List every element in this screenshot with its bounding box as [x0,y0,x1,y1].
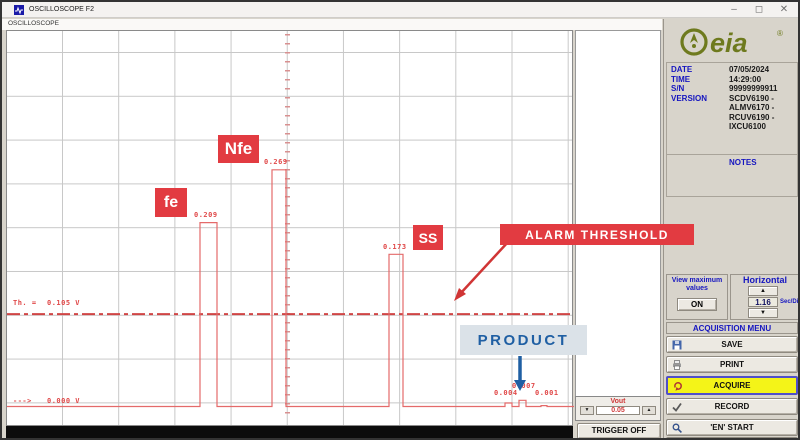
product-value-1: 0.004 [494,389,518,397]
version-value-1: SCDV6190 - [729,93,774,103]
magnifier-icon [672,423,682,433]
print-button[interactable]: PRINT [666,356,798,373]
close-button[interactable]: ✕ [779,4,789,15]
trigger-off-button[interactable]: TRIGGER OFF [577,423,661,438]
version-value-2: ALMV6170 - [729,103,775,112]
baseline-arrow: ---> [13,397,32,405]
maximize-button[interactable]: ◻ [754,4,764,15]
product-arrow-icon [514,356,526,391]
version-value-3: RCUV6190 - [729,112,775,122]
window-title: OSCILLOSCOPE F2 [29,6,94,13]
device-info-panel: DATE 07/05/2024 TIME 14:29:00 S/N 999999999… [666,62,798,155]
version-value-4: IXCU6100 [729,122,766,131]
tab-bar: OSCILLOSCOPE [2,19,662,30]
time-label: TIME [671,74,691,84]
app-icon [14,5,24,15]
vout-decrement-button[interactable]: ▼ [580,406,594,415]
save-icon [672,340,682,350]
version-label: VERSION [671,93,708,103]
view-max-on-button[interactable]: ON [677,298,717,311]
logo-registered-mark: ® [777,29,783,38]
acquisition-menu-header: ACQUISITION MENU [666,322,798,334]
horizontal-control: Horizontal ▲ 1.16 Sec/Div ▼ [730,274,800,320]
product-banner: PRODUCT [460,325,587,355]
vout-control: Vout ▼ 0.05 ▲ [575,396,661,421]
minimize-button[interactable]: – [731,4,737,15]
ceia-logo: eia ® [678,24,786,60]
scope-plot-area: Th. = 0.105 V ---> 0.000 V 0.209 0.269 0… [6,30,574,426]
horizontal-value: 1.16 [748,297,778,307]
label-ss: SS [413,225,443,250]
vout-increment-button[interactable]: ▲ [642,406,656,415]
title-bar: OSCILLOSCOPE F2 – ◻ ✕ [2,2,798,18]
product-value-3: 0.001 [535,389,559,397]
acquire-button[interactable]: ACQUIRE [666,376,798,395]
label-fe: fe [155,188,187,217]
right-control-panel: eia ® DATE 07/05/2024 TIME 14:29:00 S/N 999… [663,19,800,438]
serial-label: S/N [671,84,685,93]
threshold-readout-value: 0.105 V [47,299,81,307]
date-value: 07/05/2024 [729,65,770,74]
vout-value-field[interactable]: 0.05 [596,406,640,415]
threshold-readout-label: Th. = [13,299,37,307]
horizontal-down-button[interactable]: ▼ [748,308,778,318]
date-label: DATE [671,65,693,74]
serial-value: 99999999911 [729,84,778,93]
baseline-readout-value: 0.000 V [47,397,81,405]
tab-oscilloscope[interactable]: OSCILLOSCOPE [8,20,59,27]
label-nfe: Nfe [218,135,259,163]
acquire-refresh-icon [674,382,682,391]
alarm-threshold-banner: ALARM THRESHOLD [500,224,694,245]
record-check-icon [672,402,682,412]
logo-text: eia [710,28,748,58]
view-maximum-values-control: View maximum values ON [666,274,728,320]
horizontal-label: Horizontal [743,275,787,285]
horizontal-unit-label: Sec/Div [780,299,800,305]
save-button[interactable]: SAVE [666,336,798,353]
alarm-arrow-icon [454,241,509,301]
vout-label: Vout [610,398,626,405]
product-value-2: 0.007 [512,382,536,390]
view-maximum-values-label: View maximum values [671,277,723,292]
print-icon [673,360,681,370]
notes-label: NOTES [729,158,757,167]
bottom-black-bar [6,426,573,438]
exit-button[interactable]: EXIT [666,437,798,438]
scope-trace [7,34,574,421]
horizontal-up-button[interactable]: ▲ [748,286,778,296]
time-value: 14:29:00 [729,74,762,84]
peak-value-nfe: 0.269 [264,158,288,166]
notes-panel: NOTES [666,155,798,197]
record-button[interactable]: RECORD [666,398,798,415]
peak-value-fe: 0.209 [194,211,218,219]
en-start-button[interactable]: 'EN' START [666,419,798,436]
peak-value-ss: 0.173 [383,243,407,251]
signal-trace [7,169,574,408]
